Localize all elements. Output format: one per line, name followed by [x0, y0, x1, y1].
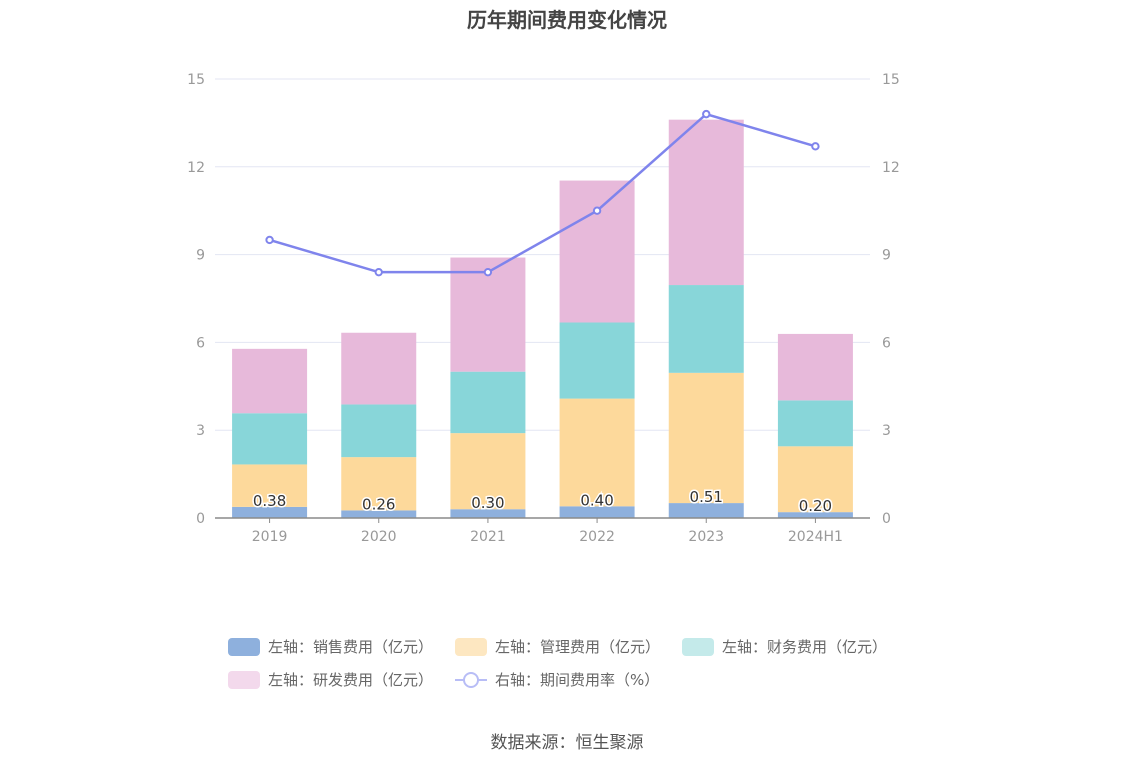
y-left-tick-5: 15: [187, 72, 205, 88]
bar-0-2023: [668, 503, 744, 518]
bar-3-2022: [559, 180, 635, 323]
x-tick-label-0: 2019: [252, 529, 288, 545]
data-label-sales-2023: 0.51: [690, 488, 723, 506]
bar-3-2024H1: [777, 333, 853, 401]
data-source: 数据来源：恒生聚源: [490, 733, 644, 753]
bar-0-2024H1: [777, 512, 853, 518]
bar-1-2019: [232, 464, 308, 507]
x-tick-label-4: 2023: [688, 529, 724, 545]
x-tick-label-5: 2024H1: [788, 529, 843, 545]
bar-0-2022: [559, 506, 635, 518]
data-label-sales-2021: 0.30: [471, 494, 504, 512]
bar-2-2020: [341, 404, 417, 458]
legend-label-admin: 左轴：管理费用（亿元）: [495, 638, 661, 656]
legend: 左轴：销售费用（亿元） 左轴：管理费用（亿元） 左轴：财务费用（亿元） 左轴：研…: [228, 630, 928, 696]
point-expense-rate-2020: [374, 267, 383, 277]
y-left-tick-1: 3: [196, 423, 205, 439]
bar-3-2023: [668, 119, 744, 286]
bar-3-2020: [341, 332, 417, 405]
legend-swatch-finance: [682, 637, 715, 656]
legend-item-admin[interactable]: 左轴：管理费用（亿元）: [455, 636, 660, 657]
bar-1-2024H1: [777, 446, 853, 513]
bar-1-2023: [668, 372, 744, 504]
bar-3-2021: [450, 257, 526, 372]
legend-label-sales: 左轴：销售费用（亿元）: [268, 638, 434, 656]
legend-swatch-rnd: [228, 670, 260, 689]
line-expense-rate: [269, 112, 816, 274]
chart-canvas: 0 3 6 9 12 15 0 3 6 9 12 15 2019 2020 2021 2022 2023 2024…: [187, 72, 900, 545]
data-label-sales-2019: 0.38: [253, 492, 286, 510]
point-expense-rate-2024H1: [811, 142, 820, 151]
legend-item-rnd[interactable]: 左轴：研发费用（亿元）: [228, 669, 433, 690]
point-expense-rate-2022: [592, 206, 602, 215]
bar-0-2021: [450, 509, 526, 518]
bar-2-2024H1: [777, 400, 853, 447]
y-right-tick-4: 12: [882, 160, 900, 176]
legend-row-2: 左轴：研发费用（亿元） 右轴：期间费用率（%）: [228, 663, 928, 696]
point-expense-rate-2019: [265, 235, 274, 245]
bar-0-2019: [232, 506, 308, 518]
x-tick-label-3: 2022: [579, 529, 615, 545]
legend-item-finance[interactable]: 左轴：财务费用（亿元）: [682, 636, 887, 657]
bar-0-2020: [341, 510, 417, 518]
y-right-tick-5: 15: [882, 72, 900, 88]
legend-item-expense-rate[interactable]: 右轴：期间费用率（%）: [455, 669, 659, 690]
bar-2-2019: [232, 413, 308, 465]
bar-3-2019: [232, 348, 308, 414]
legend-label-finance: 左轴：财务费用（亿元）: [722, 638, 888, 656]
data-label-sales-2024H1: 0.20: [799, 497, 832, 515]
point-expense-rate-2023: [702, 109, 711, 119]
y-left-tick-0: 0: [196, 511, 205, 527]
x-tick-label-2: 2021: [470, 529, 506, 545]
x-tick-label-1: 2020: [361, 529, 397, 545]
chart-title: 历年期间费用变化情况: [467, 8, 667, 32]
y-right-tick-1: 3: [882, 423, 891, 439]
legend-swatch-admin: [455, 637, 488, 656]
data-label-sales-2020: 0.26: [362, 495, 395, 513]
y-left-tick-3: 9: [196, 248, 205, 264]
legend-line-marker-icon: [455, 671, 488, 689]
y-left-tick-4: 12: [187, 160, 205, 176]
bar-1-2021: [450, 433, 526, 510]
bar-1-2022: [559, 398, 635, 507]
legend-label-rnd: 左轴：研发费用（亿元）: [268, 671, 434, 689]
bar-1-2020: [341, 457, 417, 511]
bar-2-2023: [668, 285, 744, 373]
point-expense-rate-2021: [483, 267, 493, 277]
y-right-tick-0: 0: [882, 511, 891, 527]
legend-row-1: 左轴：销售费用（亿元） 左轴：管理费用（亿元） 左轴：财务费用（亿元）: [228, 630, 928, 663]
bar-2-2021: [450, 371, 526, 434]
legend-swatch-sales: [228, 637, 260, 656]
y-right-tick-2: 6: [882, 335, 891, 351]
data-label-sales-2022: 0.40: [580, 491, 613, 509]
y-left-tick-2: 6: [196, 335, 205, 351]
legend-item-sales[interactable]: 左轴：销售费用（亿元）: [228, 636, 433, 657]
legend-label-expense-rate: 右轴：期间费用率（%）: [495, 671, 660, 689]
y-right-tick-3: 9: [882, 248, 891, 264]
bar-2-2022: [559, 322, 635, 399]
